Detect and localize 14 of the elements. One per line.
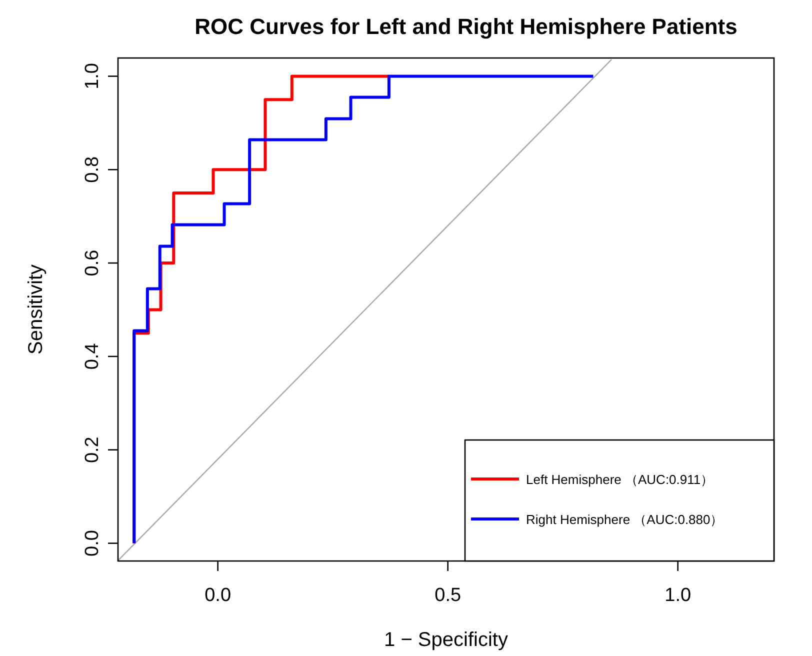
legend-label: Right Hemisphere （AUC:0.880） — [526, 512, 724, 527]
y-tick-label: 1.0 — [82, 63, 103, 90]
y-tick-label: 0.0 — [82, 530, 103, 556]
y-tick-label: 0.4 — [82, 342, 103, 370]
x-tick-label: 1.0 — [664, 585, 692, 606]
y-tick-label: 0.6 — [82, 250, 103, 276]
x-axis-title: 1 − Specificity — [384, 629, 508, 651]
x-tick-label: 0.5 — [434, 585, 462, 606]
y-axis-title: Sensitivity — [25, 264, 47, 355]
x-tick-label: 0.0 — [204, 585, 232, 606]
legend-label: Left Hemisphere （AUC:0.911） — [526, 472, 714, 487]
chart-title: ROC Curves for Left and Right Hemisphere Patients — [194, 14, 738, 39]
y-tick-label: 0.2 — [82, 436, 103, 464]
y-tick-label: 0.8 — [82, 156, 103, 183]
